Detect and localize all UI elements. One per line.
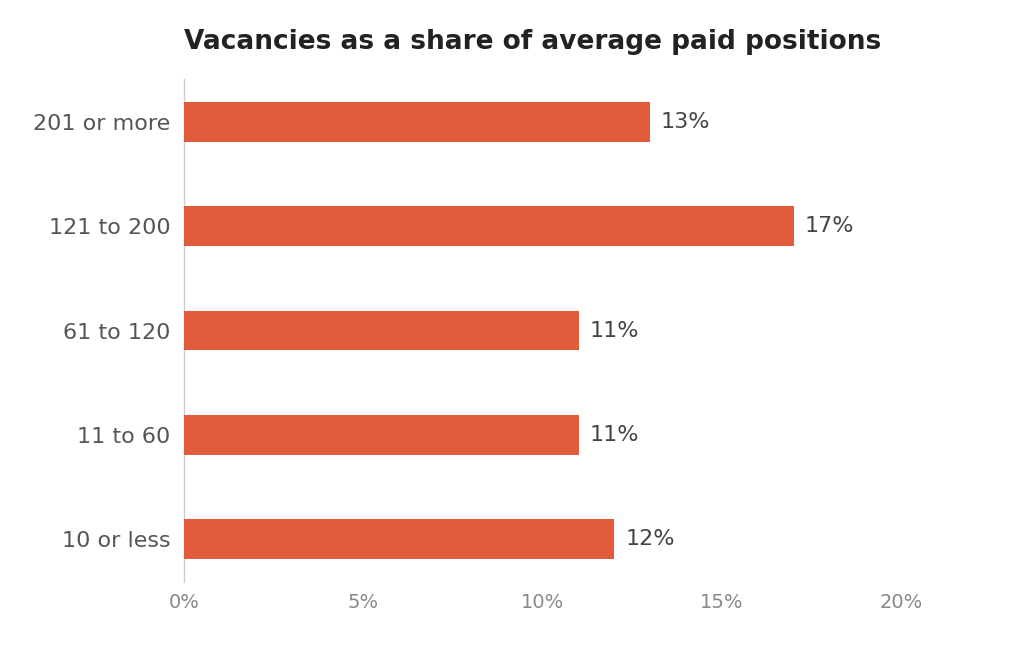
- Bar: [184, 311, 579, 350]
- Bar: [184, 415, 579, 455]
- Bar: [184, 520, 614, 559]
- Text: 11%: 11%: [589, 321, 639, 340]
- Text: 13%: 13%: [662, 112, 711, 132]
- Bar: [184, 102, 650, 141]
- Text: 11%: 11%: [589, 425, 639, 445]
- Text: 12%: 12%: [625, 529, 675, 549]
- Text: Vacancies as a share of average paid positions: Vacancies as a share of average paid pos…: [184, 29, 882, 55]
- Bar: [184, 206, 794, 246]
- Text: 17%: 17%: [804, 216, 854, 236]
